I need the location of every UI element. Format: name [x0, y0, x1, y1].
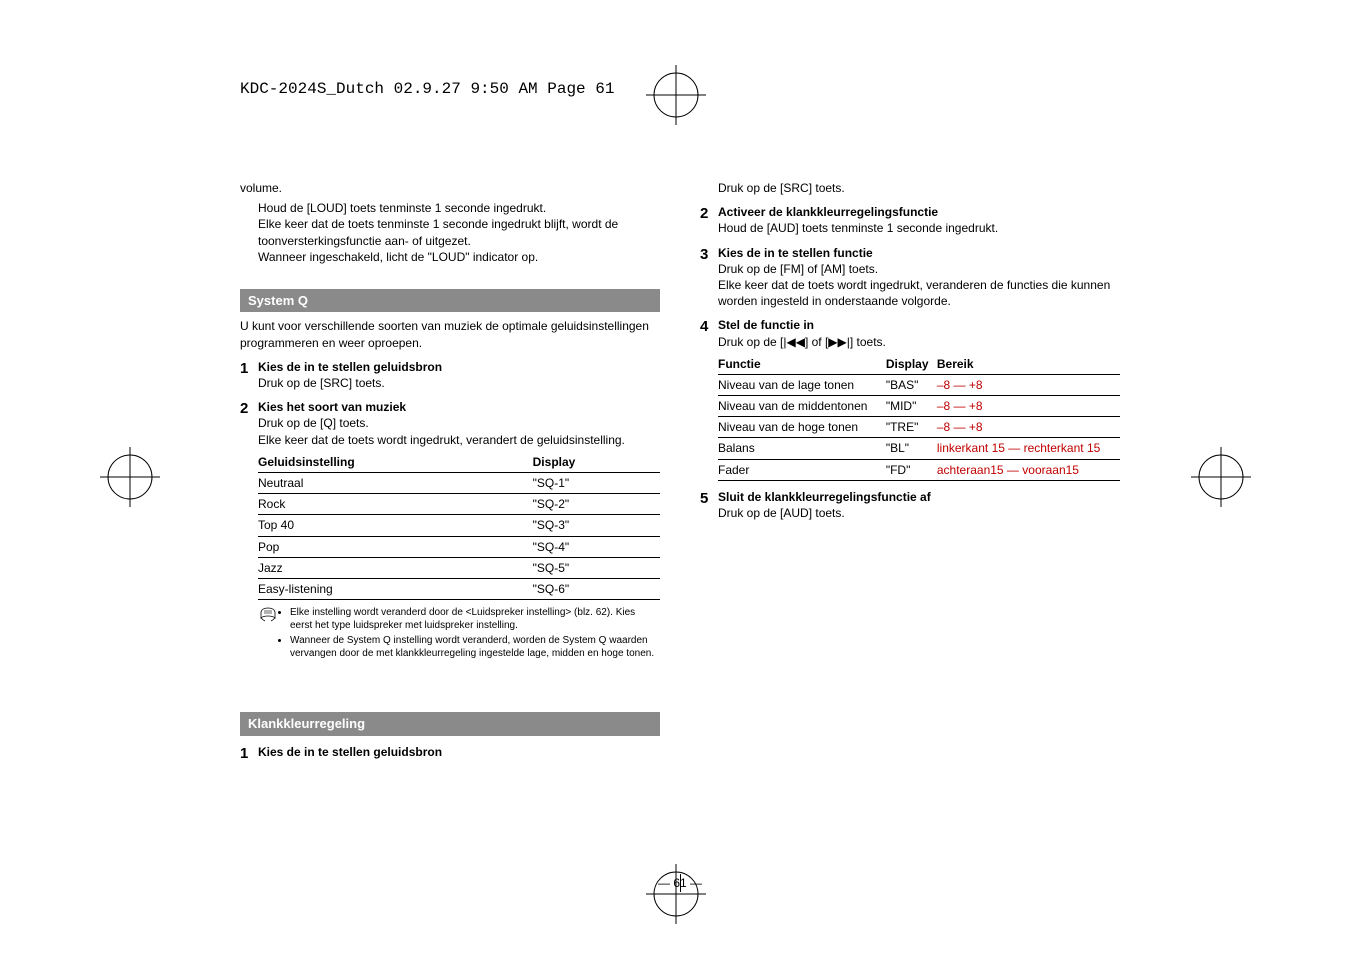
r-step-2: 2 Activeer de klankkleurregelingsfunctie…: [700, 204, 1120, 236]
table-row: Easy-listening"SQ-6": [258, 578, 660, 599]
cell: "SQ-4": [533, 536, 660, 557]
note-block: Elke instelling wordt veranderd door de …: [258, 606, 660, 662]
cell: Neutraal: [258, 472, 533, 493]
left-column: volume. Houd de [LOUD] toets tenminste 1…: [240, 180, 660, 764]
right-line-1: Druk op de [SRC] toets.: [718, 180, 1120, 196]
r-step2-num: 2: [700, 204, 718, 236]
table-row: Top 40"SQ-3": [258, 515, 660, 536]
klank-step-1-title: Kies de in te stellen geluidsbron: [258, 744, 660, 760]
table1-col2: Display: [533, 452, 660, 473]
volume-body-2: Elke keer dat de toets tenminste 1 secon…: [258, 216, 660, 248]
step-1: 1 Kies de in te stellen geluidsbron Druk…: [240, 359, 660, 391]
cell: Rock: [258, 494, 533, 515]
cell: Top 40: [258, 515, 533, 536]
page-content: volume. Houd de [LOUD] toets tenminste 1…: [240, 180, 1120, 900]
cell: "SQ-3": [533, 515, 660, 536]
cell: Fader: [718, 459, 886, 480]
table2-col2: Display: [886, 354, 937, 375]
section-klankkleur: Klankkleurregeling: [240, 712, 660, 736]
cell: –8 — +8: [937, 374, 1120, 395]
note-icon: [258, 606, 278, 662]
table-row: Rock"SQ-2": [258, 494, 660, 515]
table-row: Balans"BL"linkerkant 15 — rechterkant 15: [718, 438, 1120, 459]
section-system-q: System Q: [240, 289, 660, 313]
cell: Niveau van de middentonen: [718, 396, 886, 417]
table2-col1: Functie: [718, 354, 886, 375]
systemq-intro: U kunt voor verschillende soorten van mu…: [240, 318, 660, 350]
cell: Niveau van de hoge tonen: [718, 417, 886, 438]
klank-step-1-num: 1: [240, 744, 258, 764]
r-step3-body2: Elke keer dat de toets wordt ingedrukt, …: [718, 277, 1120, 309]
r-step3-body1: Druk op de [FM] of [AM] toets.: [718, 261, 1120, 277]
cell: –8 — +8: [937, 417, 1120, 438]
cell: Easy-listening: [258, 578, 533, 599]
step-1-num: 1: [240, 359, 258, 391]
step-1-body: Druk op de [SRC] toets.: [258, 375, 660, 391]
cell: "BAS": [886, 374, 937, 395]
step-1-title: Kies de in te stellen geluidsbron: [258, 359, 660, 375]
cell: Balans: [718, 438, 886, 459]
cell: "SQ-1": [533, 472, 660, 493]
r-step5-body: Druk op de [AUD] toets.: [718, 505, 1120, 521]
print-header: KDC-2024S_Dutch 02.9.27 9:50 AM Page 61: [240, 80, 614, 98]
r-step4-num: 4: [700, 317, 718, 481]
table-row: Niveau van de lage tonen"BAS"–8 — +8: [718, 374, 1120, 395]
crop-mark-left: [100, 447, 160, 507]
r-step-5: 5 Sluit de klankkleurregelingsfunctie af…: [700, 489, 1120, 521]
cell: Niveau van de lage tonen: [718, 374, 886, 395]
cell: "MID": [886, 396, 937, 417]
r-step2-body: Houd de [AUD] toets tenminste 1 seconde …: [718, 220, 1120, 236]
r-step5-num: 5: [700, 489, 718, 521]
step-2-num: 2: [240, 399, 258, 600]
step-2-body-1: Druk op de [Q] toets.: [258, 415, 660, 431]
table-row: Neutraal"SQ-1": [258, 472, 660, 493]
r-step3-title: Kies de in te stellen functie: [718, 245, 1120, 261]
crop-mark-right: [1191, 447, 1251, 507]
cell: –8 — +8: [937, 396, 1120, 417]
cell: "SQ-6": [533, 578, 660, 599]
r-step5-title: Sluit de klankkleurregelingsfunctie af: [718, 489, 1120, 505]
r-step3-num: 3: [700, 245, 718, 310]
table-row: Fader"FD"achteraan15 — vooraan15: [718, 459, 1120, 480]
crop-mark-top: [646, 65, 706, 125]
step-2-body-2: Elke keer dat de toets wordt ingedrukt, …: [258, 432, 660, 448]
r-step4-title: Stel de functie in: [718, 317, 1120, 333]
table-row: Jazz"SQ-5": [258, 557, 660, 578]
table1-col1: Geluidsinstelling: [258, 452, 533, 473]
r-step4-body: Druk op de [|◀◀] of [▶▶|] toets.: [718, 334, 1120, 350]
volume-body-1: Houd de [LOUD] toets tenminste 1 seconde…: [258, 200, 660, 216]
note-item: Elke instelling wordt veranderd door de …: [290, 606, 660, 632]
cell: "TRE": [886, 417, 937, 438]
r-step-3: 3 Kies de in te stellen functie Druk op …: [700, 245, 1120, 310]
step-2: 2 Kies het soort van muziek Druk op de […: [240, 399, 660, 600]
r-step-4: 4 Stel de functie in Druk op de [|◀◀] of…: [700, 317, 1120, 481]
klank-step-1: 1 Kies de in te stellen geluidsbron: [240, 744, 660, 764]
page-number: — 61 —: [658, 876, 702, 890]
cell: linkerkant 15 — rechterkant 15: [937, 438, 1120, 459]
volume-body-3: Wanneer ingeschakeld, licht de "LOUD" in…: [258, 249, 660, 265]
right-column: Druk op de [SRC] toets. 2 Activeer de kl…: [700, 180, 1120, 764]
cell: Jazz: [258, 557, 533, 578]
note-item: Wanneer de System Q instelling wordt ver…: [290, 634, 660, 660]
table-row: Pop"SQ-4": [258, 536, 660, 557]
cell: "SQ-2": [533, 494, 660, 515]
cell: "BL": [886, 438, 937, 459]
table2-col3: Bereik: [937, 354, 1120, 375]
sound-settings-table: Geluidsinstelling Display Neutraal"SQ-1"…: [258, 452, 660, 600]
table-row: Niveau van de middentonen"MID"–8 — +8: [718, 396, 1120, 417]
cell: "SQ-5": [533, 557, 660, 578]
volume-heading: volume.: [240, 180, 660, 196]
r-step2-title: Activeer de klankkleurregelingsfunctie: [718, 204, 1120, 220]
table-row: Niveau van de hoge tonen"TRE"–8 — +8: [718, 417, 1120, 438]
cell: "FD": [886, 459, 937, 480]
cell: achteraan15 — vooraan15: [937, 459, 1120, 480]
step-2-title: Kies het soort van muziek: [258, 399, 660, 415]
function-table: Functie Display Bereik Niveau van de lag…: [718, 354, 1120, 481]
cell: Pop: [258, 536, 533, 557]
